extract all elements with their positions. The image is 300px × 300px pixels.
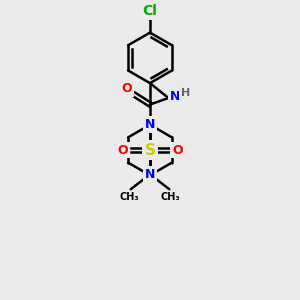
Text: O: O [122, 82, 132, 95]
Text: H: H [181, 88, 190, 98]
Text: N: N [145, 118, 155, 131]
Text: S: S [145, 142, 155, 158]
Text: Cl: Cl [142, 4, 158, 18]
Text: CH₃: CH₃ [161, 192, 181, 202]
Text: N: N [170, 90, 180, 103]
Text: CH₃: CH₃ [119, 192, 139, 202]
Text: O: O [172, 143, 183, 157]
Text: N: N [145, 168, 155, 181]
Text: O: O [117, 143, 128, 157]
